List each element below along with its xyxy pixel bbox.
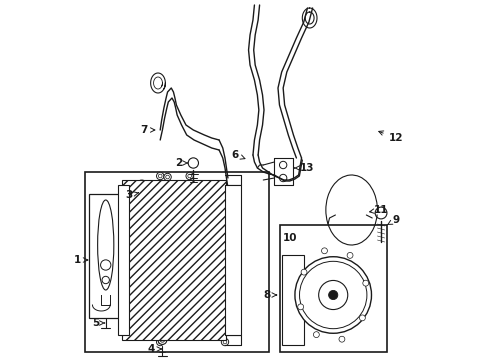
Circle shape <box>103 310 108 314</box>
Text: 10: 10 <box>283 233 297 243</box>
Ellipse shape <box>98 200 114 290</box>
Text: 13: 13 <box>294 163 314 173</box>
Circle shape <box>158 174 162 178</box>
Text: 1: 1 <box>74 255 87 265</box>
Circle shape <box>297 304 303 310</box>
Text: 8: 8 <box>263 290 276 300</box>
Text: 12: 12 <box>378 131 402 143</box>
Circle shape <box>187 174 191 178</box>
Bar <box>89 194 122 318</box>
Bar <box>224 185 241 335</box>
Text: 9: 9 <box>386 215 399 225</box>
Circle shape <box>185 172 193 180</box>
Circle shape <box>328 291 337 300</box>
Circle shape <box>279 174 286 182</box>
Circle shape <box>294 257 371 333</box>
Circle shape <box>374 207 386 219</box>
Circle shape <box>362 280 368 286</box>
Circle shape <box>101 260 111 270</box>
Text: 6: 6 <box>231 150 244 160</box>
Circle shape <box>136 180 147 192</box>
Circle shape <box>321 248 327 254</box>
Circle shape <box>158 340 162 344</box>
Circle shape <box>346 252 352 258</box>
Circle shape <box>301 269 306 275</box>
Circle shape <box>102 276 109 284</box>
Circle shape <box>279 161 286 169</box>
Circle shape <box>221 338 228 346</box>
Text: 5: 5 <box>92 318 104 328</box>
FancyBboxPatch shape <box>281 255 303 345</box>
Circle shape <box>338 336 344 342</box>
Circle shape <box>165 175 169 179</box>
Circle shape <box>313 332 319 338</box>
Circle shape <box>156 338 163 346</box>
Bar <box>85 172 268 352</box>
Circle shape <box>156 172 163 180</box>
Text: 3: 3 <box>125 190 138 200</box>
Bar <box>118 185 129 335</box>
Circle shape <box>160 338 164 342</box>
Circle shape <box>318 280 347 310</box>
Circle shape <box>158 336 166 345</box>
Text: 2: 2 <box>175 158 187 168</box>
Circle shape <box>223 340 226 344</box>
Circle shape <box>139 183 144 189</box>
Circle shape <box>101 307 110 316</box>
Circle shape <box>188 158 198 168</box>
Circle shape <box>359 315 365 321</box>
Text: 11: 11 <box>369 205 387 215</box>
Text: 7: 7 <box>140 125 155 135</box>
Circle shape <box>163 173 171 181</box>
Bar <box>122 180 226 340</box>
Bar <box>280 225 386 352</box>
Text: 4: 4 <box>147 344 161 354</box>
